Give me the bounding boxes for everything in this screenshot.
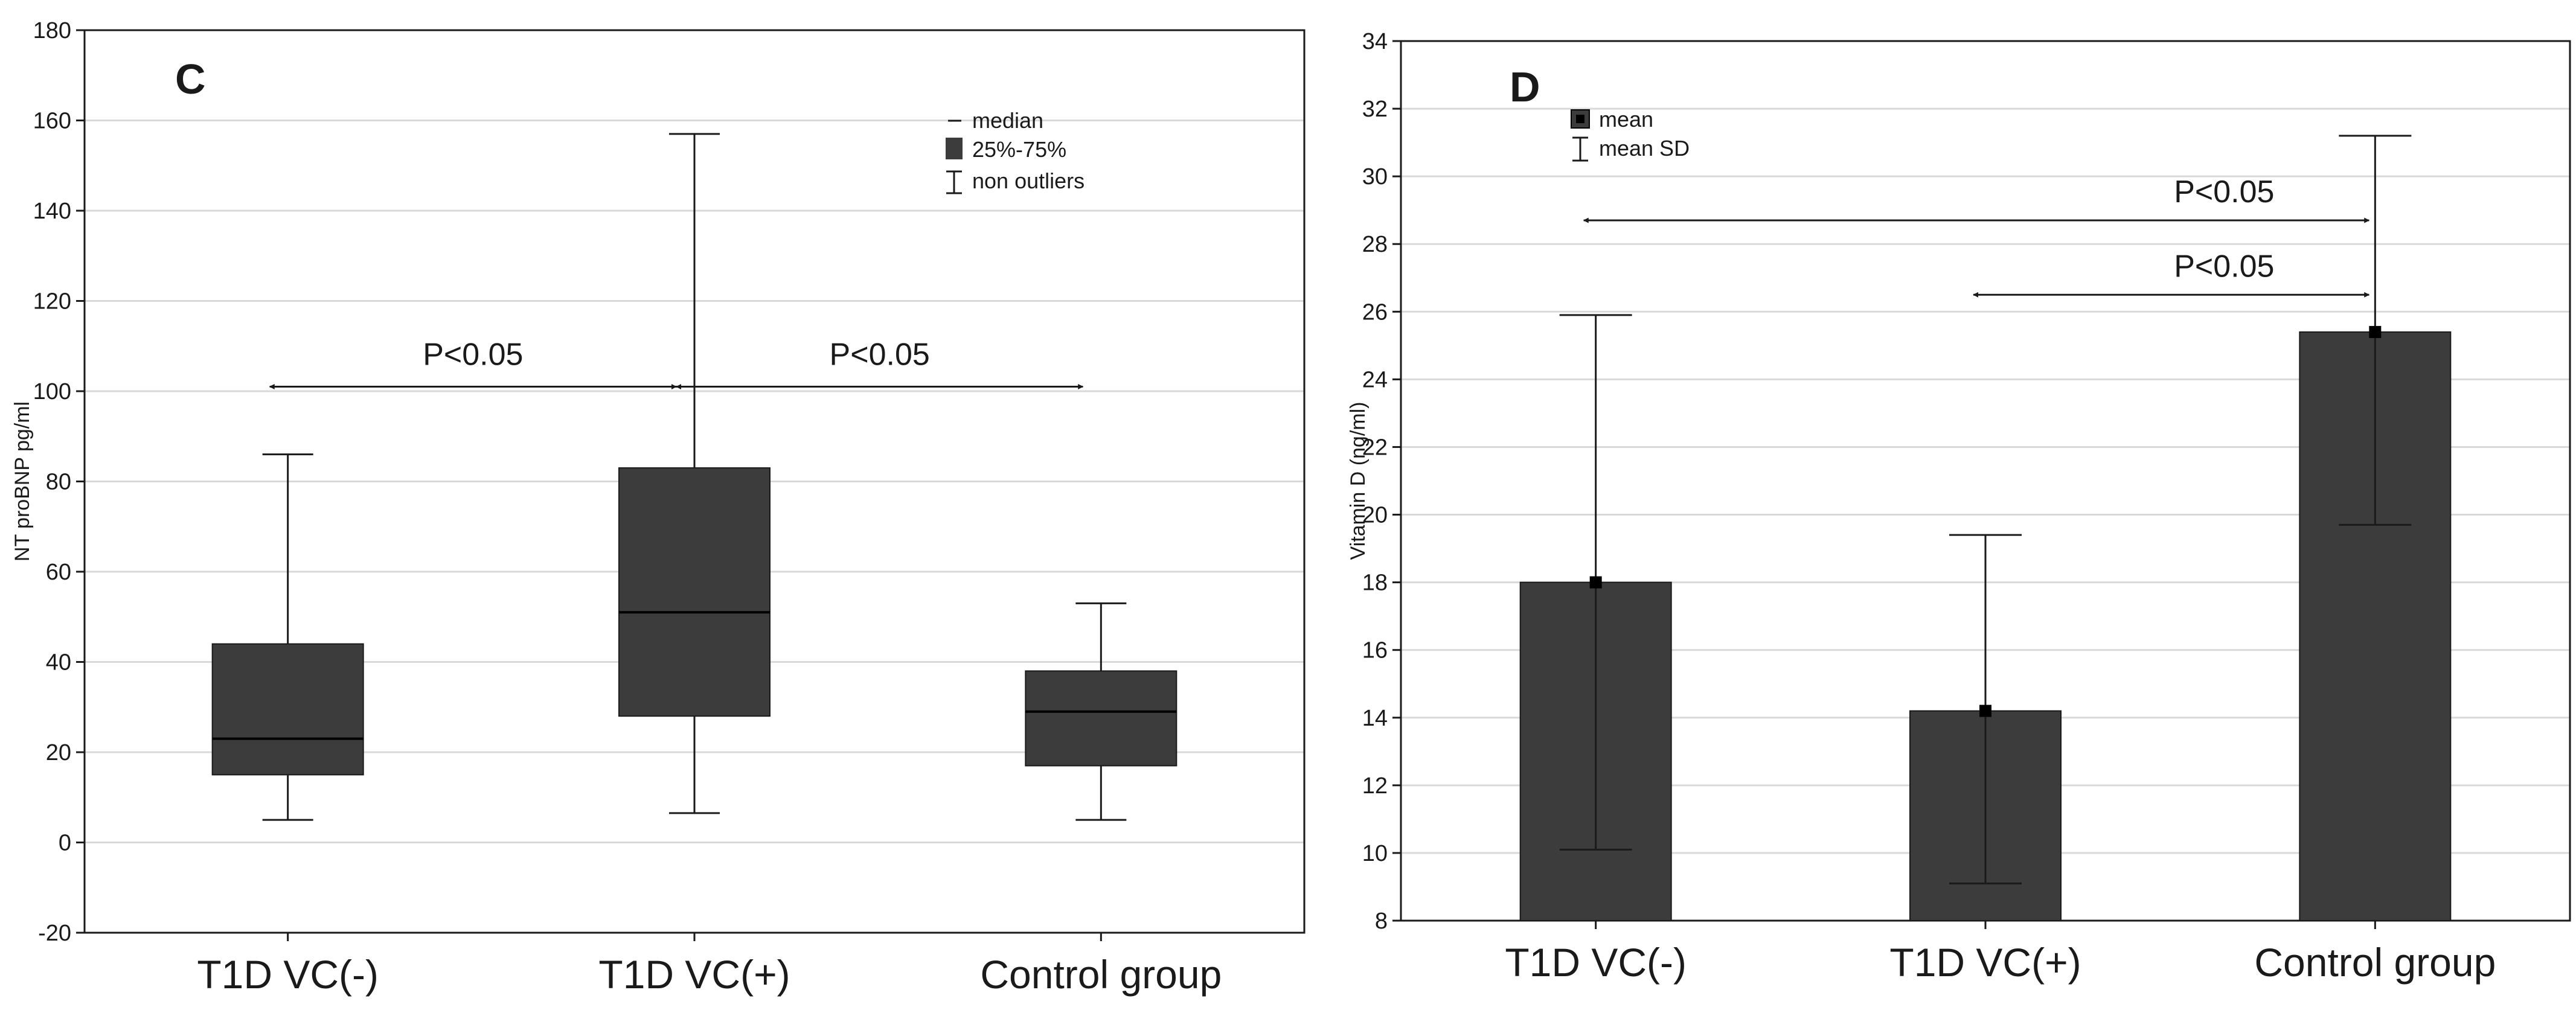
x-tick-label-d-1: T1D VC(+) (1889, 940, 2081, 985)
legend-mean-label: mean (1599, 107, 1653, 132)
y-tick-label-d-0: 8 (1375, 909, 1388, 934)
legend-median-label: median (972, 108, 1043, 133)
y-tick-label-d-3: 14 (1362, 706, 1388, 731)
y-tick-label-d-10: 28 (1362, 232, 1388, 257)
y-tick-label-c-4: 60 (46, 560, 71, 585)
panel-label-d: D (1510, 63, 1540, 110)
x-tick-label-d-0: T1D VC(-) (1505, 940, 1687, 985)
y-tick-label-c-2: 20 (46, 740, 71, 765)
mean-marker-d-0 (1589, 576, 1602, 589)
y-tick-label-d-2: 12 (1362, 773, 1388, 799)
legend-sd-swatch (1572, 136, 1588, 162)
y-tick-label-d-11: 30 (1362, 164, 1388, 190)
significance-label-c-0: P<0.05 (423, 337, 523, 372)
y-tick-label-c-7: 120 (33, 289, 71, 315)
mean-marker-d-1 (1979, 705, 1991, 717)
legend-range-label: non outliers (972, 168, 1085, 193)
x-tick-label-c-2: Control group (980, 952, 1222, 997)
y-tick-label-d-5: 18 (1362, 570, 1388, 596)
y-tick-label-d-7: 22 (1362, 435, 1388, 460)
y-tick-label-c-0: -20 (38, 921, 71, 946)
legend-iqr-label: 25%-75% (972, 137, 1066, 162)
y-tick-label-d-1: 10 (1362, 841, 1388, 866)
y-tick-label-d-13: 34 (1362, 29, 1388, 54)
significance-label-d-1: P<0.05 (2174, 249, 2274, 284)
x-tick-label-c-0: T1D VC(-) (197, 952, 379, 997)
y-tick-label-d-9: 26 (1362, 299, 1388, 325)
y-tick-label-c-3: 40 (46, 650, 71, 676)
box-c-2 (1025, 670, 1177, 767)
y-tick-label-c-8: 140 (33, 199, 71, 224)
y-tick-label-d-8: 24 (1362, 367, 1388, 392)
legend-range-swatch (946, 170, 962, 194)
y-tick-label-c-1: 0 (59, 831, 71, 856)
box-c-1 (618, 467, 771, 717)
x-tick-label-c-1: T1D VC(+) (598, 952, 790, 997)
box-c-0 (211, 643, 364, 776)
significance-label-c-1: P<0.05 (830, 337, 930, 372)
legend-mean-marker (1576, 115, 1584, 123)
y-axis-label-d: Vitamin D (ng/ml) (1347, 402, 1370, 560)
barchart-panel-d: 8 10 12 14 16 18 20 22 24 26 28 30 32 34 T1D VC(-) T1D … (1347, 29, 2571, 985)
y-tick-label-d-12: 32 (1362, 97, 1388, 122)
legend-iqr-swatch (946, 138, 963, 159)
y-tick-label-c-5: 80 (46, 470, 71, 495)
y-tick-label-c-9: 160 (33, 109, 71, 134)
y-axis-label-c: NT proBNP pg/ml (11, 401, 34, 561)
significance-label-d-0: P<0.05 (2174, 174, 2274, 209)
y-tick-label-d-4: 16 (1362, 638, 1388, 663)
y-tick-label-c-6: 100 (33, 379, 71, 404)
mean-marker-d-2 (2369, 325, 2382, 338)
x-tick-label-d-2: Control group (2254, 940, 2496, 985)
y-tick-label-d-6: 20 (1362, 503, 1388, 528)
boxplot-panel-c: -20 0 20 40 60 80 100 120 140 160 180 T1D VC(-) T1D … (11, 18, 1306, 997)
y-tick-label-c-10: 180 (33, 18, 71, 43)
legend-sd-label: mean SD (1599, 136, 1690, 161)
panel-label-c: C (175, 56, 206, 103)
